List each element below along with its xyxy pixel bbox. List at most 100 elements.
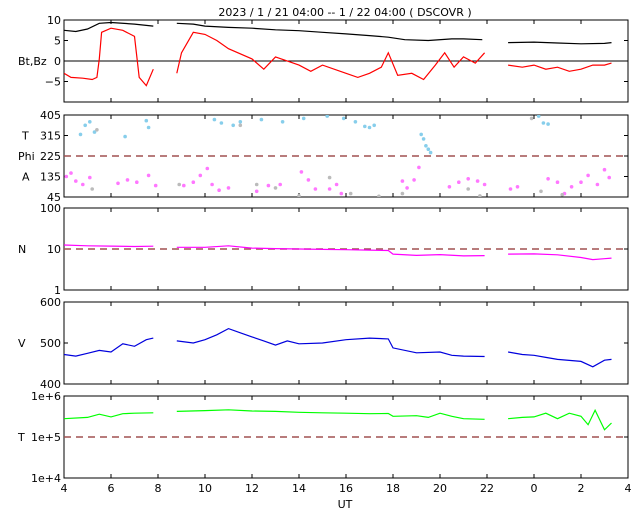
data-layer xyxy=(64,327,612,368)
density-panel: 100 10 1 N xyxy=(18,202,629,297)
point-theta xyxy=(259,117,264,122)
point-phi-gray xyxy=(348,191,353,196)
series-line-bz xyxy=(508,62,612,72)
point-phi-gray xyxy=(560,192,564,197)
point-theta xyxy=(123,134,127,139)
point-theta xyxy=(541,121,546,125)
series-line-v xyxy=(64,337,154,357)
point-theta xyxy=(419,132,424,137)
point-phi-gray xyxy=(90,187,94,191)
point-phi xyxy=(278,182,283,187)
series-line-bt xyxy=(508,41,612,45)
x-tick-label: 4 xyxy=(61,482,68,495)
y-tick-label: 1e+4 xyxy=(31,472,61,485)
y-tick-label: 1e+5 xyxy=(31,431,61,444)
point-phi xyxy=(81,182,85,187)
y-tick-label: 1 xyxy=(54,284,61,297)
point-phi xyxy=(88,175,92,180)
point-phi xyxy=(417,165,421,170)
series-line-n xyxy=(176,245,485,257)
series-line-bt xyxy=(64,21,154,33)
y-axis-label: V xyxy=(18,337,26,350)
point-phi xyxy=(466,177,471,181)
x-axis: 4 6 8 10 12 14 16 18 20 22 0 2 4 xyxy=(61,482,632,495)
point-phi xyxy=(400,179,405,183)
point-phi xyxy=(327,187,332,191)
x-tick-label: 2 xyxy=(578,482,585,495)
point-theta xyxy=(325,115,329,118)
point-phi xyxy=(515,185,520,189)
point-theta xyxy=(78,132,83,137)
x-tick-label: 4 xyxy=(625,482,632,495)
point-theta xyxy=(301,116,306,121)
series-line-n xyxy=(508,253,612,261)
point-phi xyxy=(182,183,186,188)
point-phi xyxy=(586,173,590,178)
point-phi xyxy=(266,183,271,188)
y-tick-label: 100 xyxy=(40,202,61,215)
point-phi xyxy=(405,186,409,190)
point-phi xyxy=(508,187,513,191)
point-phi-gray xyxy=(529,116,534,121)
series-line-t xyxy=(64,412,154,420)
y-tick-label: 135 xyxy=(40,171,61,184)
point-phi-gray xyxy=(95,128,99,132)
point-phi xyxy=(210,182,214,187)
y-tick-label: 45 xyxy=(47,191,61,204)
point-theta xyxy=(372,123,377,128)
point-phi xyxy=(555,180,560,184)
series-line-t xyxy=(176,409,485,420)
point-phi xyxy=(475,179,480,183)
series-line-bt xyxy=(176,22,483,42)
point-phi xyxy=(306,178,311,182)
panels: 1050−5Bt,Bz40531522513545TPhiA100101N600… xyxy=(17,14,632,495)
point-theta xyxy=(428,150,433,155)
speed-panel: 600 500 400 V xyxy=(18,296,629,391)
y-tick-label: 225 xyxy=(40,150,61,163)
point-phi xyxy=(64,174,69,179)
point-phi-gray xyxy=(297,194,301,197)
point-theta xyxy=(88,120,92,124)
point-phi xyxy=(299,170,304,174)
series-line-bz xyxy=(176,31,486,81)
y-axis-label: N xyxy=(18,243,26,256)
x-tick-label: 8 xyxy=(155,482,162,495)
point-phi xyxy=(607,175,611,180)
y-axis-label: Bt,Bz xyxy=(18,55,47,68)
point-phi-gray xyxy=(177,182,181,187)
y-tick-label: 1e+6 xyxy=(31,390,61,403)
point-theta xyxy=(424,144,428,148)
point-phi xyxy=(602,167,607,172)
x-tick-label: 0 xyxy=(531,482,538,495)
point-phi-gray xyxy=(539,189,543,194)
point-phi xyxy=(313,187,318,191)
y-tick-label: −5 xyxy=(45,76,61,89)
point-phi-gray xyxy=(238,123,243,128)
y-tick-label: 405 xyxy=(40,109,61,122)
point-phi xyxy=(205,166,210,171)
y-tick-label: 10 xyxy=(47,243,61,256)
point-phi-gray xyxy=(254,182,259,187)
series-line-t xyxy=(508,408,612,431)
point-phi xyxy=(153,183,158,188)
point-theta xyxy=(280,120,285,124)
y-axis-label: T xyxy=(17,431,25,444)
point-phi xyxy=(146,173,151,178)
x-tick-label: 6 xyxy=(108,482,115,495)
point-theta xyxy=(238,120,243,124)
point-theta xyxy=(421,137,426,141)
point-theta xyxy=(219,121,224,125)
point-phi xyxy=(595,182,600,187)
point-phi xyxy=(457,180,461,184)
point-phi xyxy=(226,186,231,190)
point-phi xyxy=(254,189,259,194)
series-line-v xyxy=(176,327,485,358)
chart-title: 2023 / 1 / 21 04:00 -- 1 / 22 04:00 ( DS… xyxy=(218,6,471,19)
point-phi xyxy=(116,181,120,186)
point-theta xyxy=(92,130,97,134)
y-tick-label: 315 xyxy=(40,130,61,143)
x-tick-label: 12 xyxy=(245,482,259,495)
point-theta xyxy=(83,123,87,128)
point-phi-gray xyxy=(400,191,405,196)
series-line-n xyxy=(64,244,154,248)
